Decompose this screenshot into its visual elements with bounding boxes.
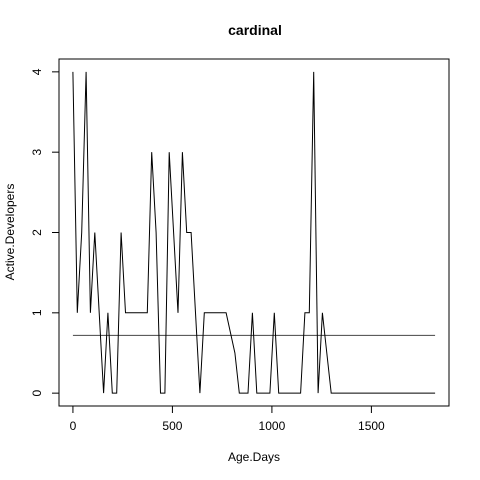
x-tick-label: 1000 <box>259 419 286 433</box>
y-tick-label: 4 <box>30 68 44 75</box>
x-tick-label: 500 <box>162 419 182 433</box>
series-line <box>72 71 436 394</box>
y-tick-label: 0 <box>30 389 44 396</box>
x-tick-label: 1500 <box>358 419 385 433</box>
chart-title: cardinal <box>228 22 282 38</box>
x-axis: 0 500 1000 1500 <box>70 406 385 433</box>
y-tick-label: 2 <box>30 229 44 236</box>
y-axis: 0 1 2 3 4 <box>30 68 59 396</box>
y-axis-label: Active.Developers <box>3 184 17 281</box>
x-tick-label: 0 <box>70 419 77 433</box>
y-tick-label: 3 <box>30 149 44 156</box>
x-axis-label: Age.Days <box>228 450 280 464</box>
y-tick-label: 1 <box>30 309 44 316</box>
